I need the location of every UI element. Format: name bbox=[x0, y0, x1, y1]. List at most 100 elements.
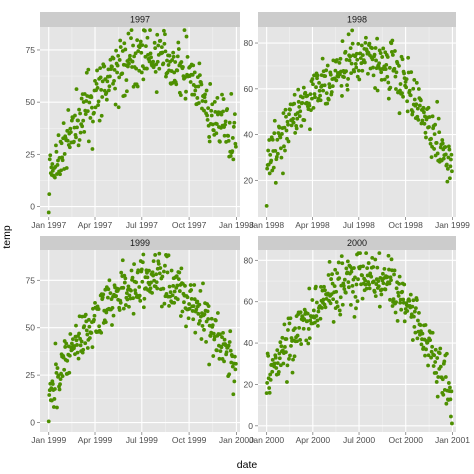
data-point bbox=[360, 296, 365, 301]
data-point bbox=[211, 128, 216, 133]
data-point bbox=[398, 82, 403, 86]
data-point bbox=[124, 89, 129, 94]
data-point bbox=[50, 168, 55, 173]
data-point bbox=[96, 103, 100, 108]
data-point bbox=[67, 145, 72, 150]
scatter-points bbox=[264, 251, 454, 426]
data-point bbox=[63, 345, 68, 349]
data-point bbox=[314, 85, 318, 90]
data-point bbox=[383, 287, 388, 292]
data-point bbox=[191, 63, 196, 68]
data-point bbox=[75, 343, 79, 347]
data-point bbox=[54, 143, 58, 148]
data-point bbox=[139, 267, 144, 272]
data-point bbox=[199, 82, 204, 87]
data-point bbox=[112, 79, 116, 83]
data-point bbox=[343, 290, 348, 295]
data-point bbox=[440, 138, 445, 142]
data-point bbox=[197, 61, 202, 66]
data-point bbox=[114, 294, 118, 298]
data-point bbox=[410, 304, 415, 309]
data-point bbox=[203, 92, 207, 97]
data-point bbox=[270, 369, 275, 374]
data-point bbox=[382, 266, 387, 271]
data-point bbox=[292, 92, 297, 97]
data-point bbox=[344, 69, 348, 74]
data-point bbox=[342, 75, 346, 80]
data-point bbox=[130, 275, 135, 280]
data-point bbox=[286, 122, 290, 127]
data-point bbox=[148, 28, 152, 33]
data-point bbox=[82, 130, 87, 134]
data-point bbox=[194, 307, 199, 312]
data-point bbox=[373, 86, 377, 90]
data-point bbox=[75, 125, 79, 130]
data-point bbox=[433, 360, 438, 364]
data-point bbox=[100, 79, 105, 84]
data-point bbox=[266, 148, 271, 153]
data-point bbox=[200, 324, 205, 328]
data-point bbox=[176, 40, 181, 45]
data-point bbox=[373, 46, 378, 50]
data-point bbox=[55, 172, 59, 176]
data-point bbox=[186, 316, 191, 321]
data-point bbox=[326, 273, 331, 277]
data-point bbox=[418, 323, 423, 327]
data-point bbox=[173, 60, 178, 64]
data-point bbox=[222, 337, 227, 342]
data-point bbox=[85, 332, 90, 337]
data-point bbox=[118, 45, 123, 49]
data-point bbox=[230, 136, 235, 140]
data-point bbox=[90, 345, 95, 350]
data-point bbox=[279, 146, 283, 151]
data-point bbox=[322, 284, 326, 289]
data-point bbox=[280, 132, 284, 136]
data-point bbox=[334, 78, 339, 83]
data-point bbox=[356, 277, 360, 282]
y-axis-title: temp bbox=[1, 225, 13, 249]
data-point bbox=[286, 328, 290, 332]
data-point bbox=[219, 112, 224, 117]
data-point bbox=[99, 330, 104, 335]
data-point bbox=[48, 153, 53, 158]
data-point bbox=[66, 108, 71, 112]
y-tick-label: 40 bbox=[244, 338, 254, 348]
data-point bbox=[174, 274, 179, 279]
data-point bbox=[268, 377, 273, 382]
data-point bbox=[102, 64, 107, 69]
data-point bbox=[217, 356, 222, 361]
data-point bbox=[379, 70, 384, 75]
facet-strip bbox=[258, 236, 456, 250]
data-point bbox=[184, 89, 188, 94]
data-point bbox=[278, 340, 283, 345]
data-point bbox=[445, 179, 450, 184]
data-point bbox=[91, 119, 95, 124]
data-point bbox=[74, 338, 79, 343]
data-point bbox=[198, 73, 202, 78]
data-point bbox=[342, 277, 347, 282]
data-point bbox=[123, 276, 128, 281]
data-point bbox=[206, 106, 211, 110]
data-point bbox=[377, 304, 382, 309]
data-point bbox=[233, 367, 238, 372]
data-point bbox=[196, 101, 201, 105]
data-point bbox=[306, 327, 311, 331]
data-point bbox=[289, 343, 293, 348]
x-tick-label: Oct 2000 bbox=[388, 435, 423, 445]
data-point bbox=[345, 259, 350, 264]
data-point bbox=[116, 287, 121, 292]
data-point bbox=[165, 270, 170, 275]
data-point bbox=[209, 113, 214, 118]
data-point bbox=[317, 81, 321, 85]
data-point bbox=[82, 324, 87, 329]
x-axis-title: date bbox=[237, 459, 258, 471]
data-point bbox=[135, 84, 140, 89]
data-point bbox=[122, 280, 127, 285]
data-point bbox=[330, 84, 335, 89]
data-point bbox=[443, 375, 448, 379]
data-point bbox=[448, 397, 453, 402]
data-point bbox=[318, 93, 322, 98]
data-point bbox=[140, 279, 145, 284]
data-point bbox=[349, 302, 353, 307]
data-point bbox=[442, 359, 447, 364]
